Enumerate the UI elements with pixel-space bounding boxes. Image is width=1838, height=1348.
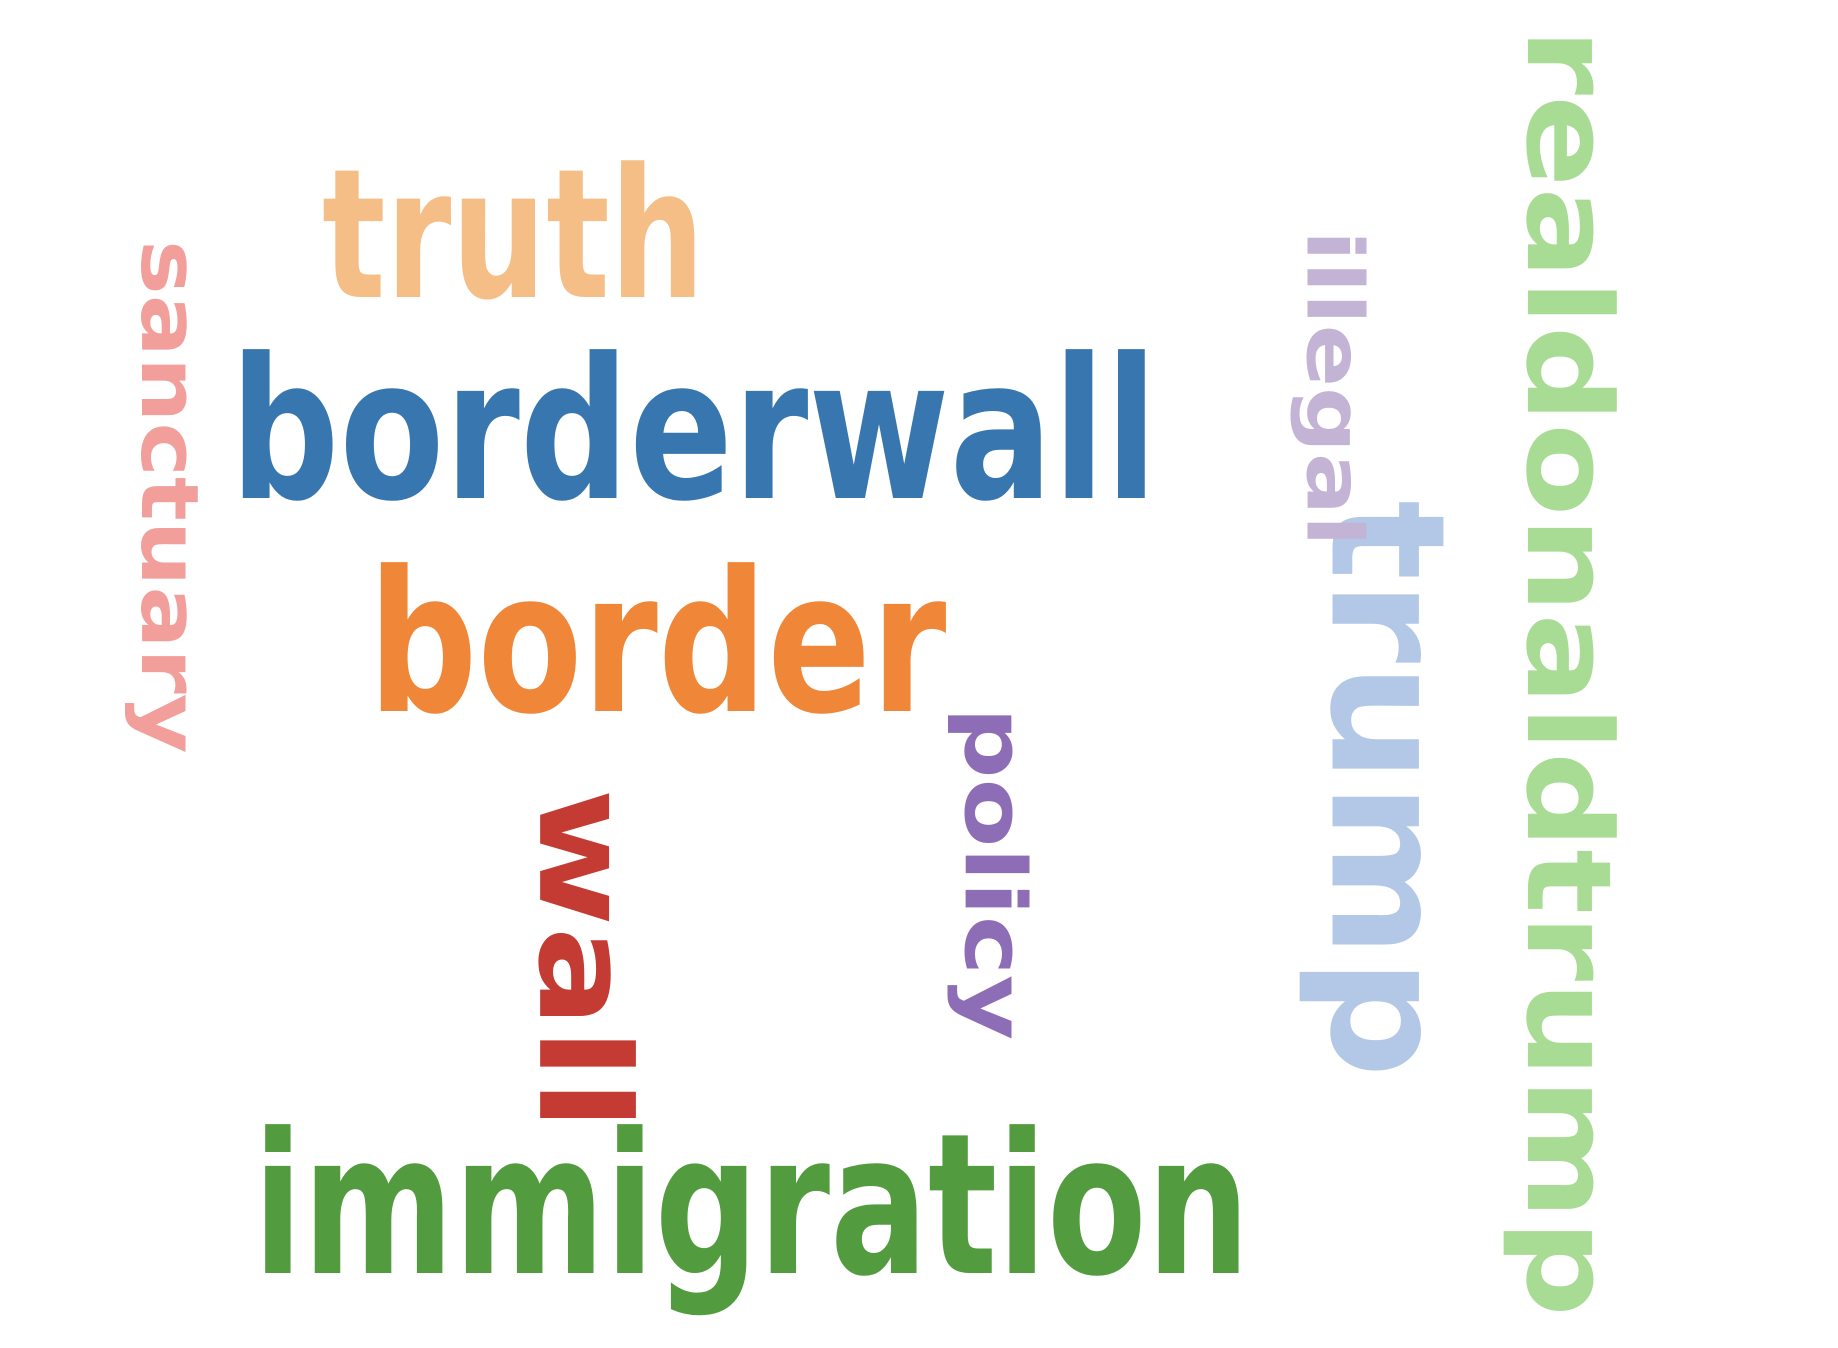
word-trump: trump [1294, 500, 1480, 1079]
word-wall: wall [509, 788, 657, 1131]
word-border: border [368, 530, 947, 758]
word-borderwall: borderwall [230, 317, 1158, 545]
word-realdonaldtrump: realdonaldtrump [1499, 28, 1636, 1318]
word-immigration: immigration [253, 1092, 1250, 1320]
word-policy: policy [945, 707, 1044, 1041]
word-illegal: illegal [1288, 230, 1379, 547]
word-sanctuary: sanctuary [122, 240, 215, 754]
word-truth: truth [322, 131, 705, 340]
